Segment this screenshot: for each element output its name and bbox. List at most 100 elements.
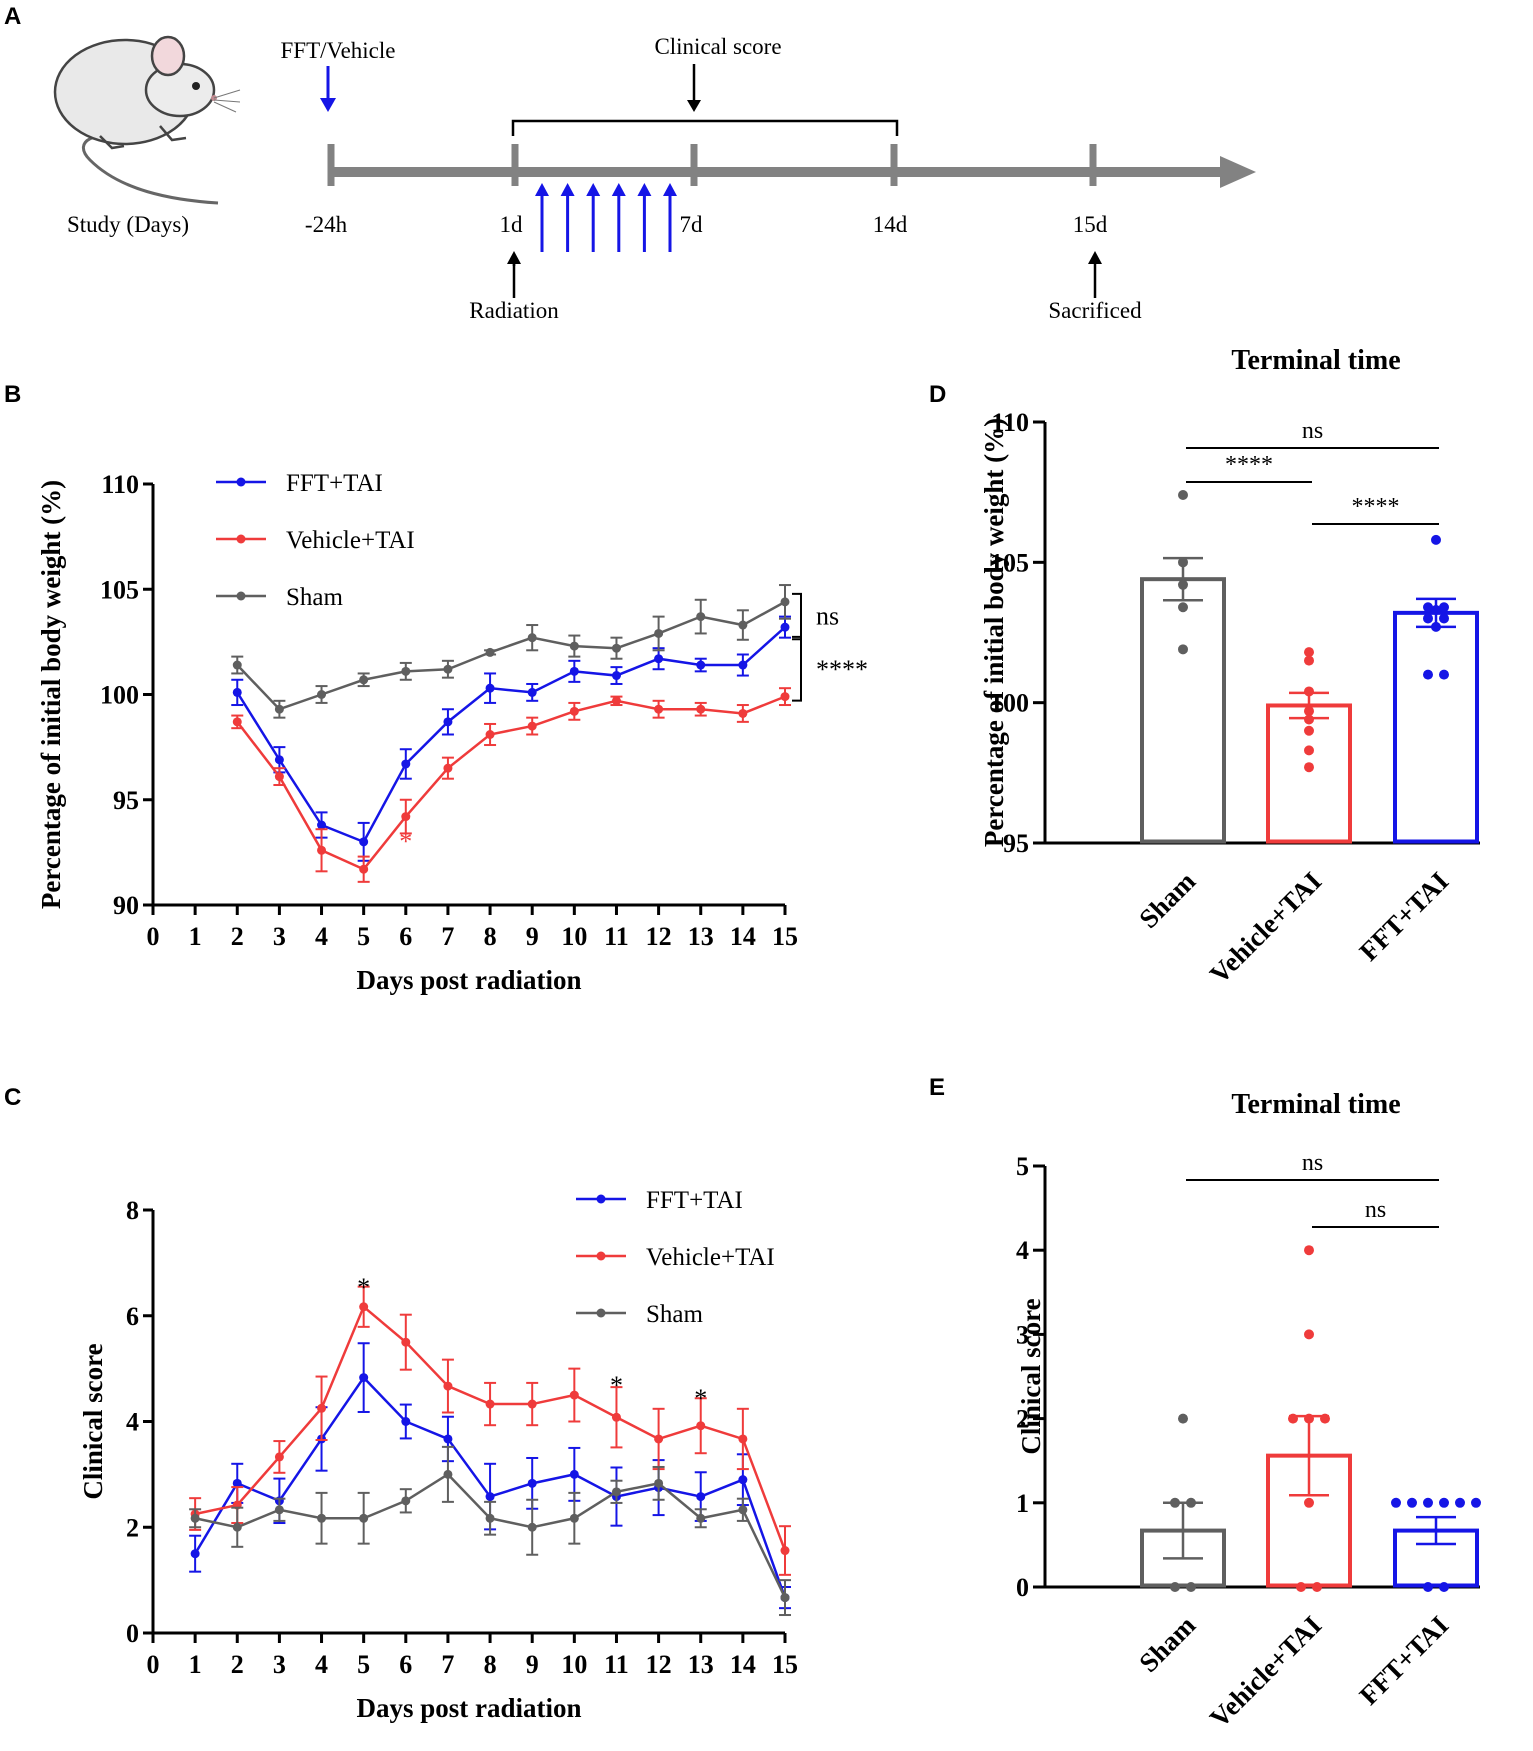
data-point <box>317 1513 327 1523</box>
data-point <box>611 1412 621 1422</box>
x-tick-label: 8 <box>484 1650 497 1679</box>
data-point <box>738 708 748 718</box>
x-tick-label: 5 <box>357 1650 370 1679</box>
y-axis-title: Percentage of initial body weight (%) <box>36 480 66 909</box>
series-line-vehicle-tai <box>236 695 786 871</box>
x-tick-label: 9 <box>526 1650 539 1679</box>
x-tick-label: 0 <box>147 922 160 951</box>
data-point <box>780 1593 790 1603</box>
x-tick-label: 13 <box>688 922 714 951</box>
x-tick-label: 11 <box>604 1650 629 1679</box>
data-point <box>1304 745 1314 756</box>
data-point <box>1304 714 1314 725</box>
data-point <box>1439 1582 1449 1592</box>
data-point <box>359 1302 369 1312</box>
data-point <box>1304 1329 1314 1340</box>
data-point <box>738 1475 748 1485</box>
data-point <box>738 620 748 630</box>
x-tick-label: 2 <box>231 1650 244 1679</box>
legend-label-sham: Sham <box>646 1301 704 1328</box>
annotation-red-star: * <box>399 827 412 856</box>
comparison-label: ns <box>1365 1197 1386 1223</box>
x-tick-label: 4 <box>315 922 328 951</box>
clinical-score-arrowhead-icon <box>687 100 701 112</box>
data-point <box>274 704 284 714</box>
data-point <box>611 671 621 681</box>
data-point <box>738 1505 748 1515</box>
data-point <box>569 666 579 676</box>
data-point <box>654 1478 664 1488</box>
data-point <box>485 683 495 693</box>
y-tick-label: 95 <box>113 786 139 815</box>
data-point <box>1439 1497 1449 1508</box>
data-point <box>527 687 537 697</box>
data-point <box>569 1390 579 1400</box>
x-tick-label: 12 <box>646 1650 672 1679</box>
x-tick-label: 10 <box>561 922 587 951</box>
annotation-star: * <box>357 1273 370 1302</box>
data-point <box>1455 1497 1465 1508</box>
data-point <box>274 1452 284 1462</box>
data-point <box>317 690 327 699</box>
series-sham <box>189 1445 791 1617</box>
legend-marker-sham <box>236 591 246 601</box>
bar-sham <box>1140 577 1226 844</box>
data-point <box>1423 602 1433 613</box>
legend-marker-sham <box>596 1308 606 1318</box>
data-point <box>1178 644 1188 655</box>
clinical-score-label: Clinical score <box>654 34 781 59</box>
data-point <box>317 845 327 855</box>
dose-arrowhead-icon <box>535 183 549 196</box>
annotation-star: * <box>694 1384 707 1413</box>
x-tick-label: 2 <box>231 922 244 951</box>
data-point <box>738 660 748 670</box>
data-point <box>654 654 664 664</box>
legend-marker-vehicle-tai <box>596 1251 606 1261</box>
legend-marker-vehicle-tai <box>236 534 246 544</box>
dose-arrowhead-icon <box>560 183 575 196</box>
series-fft-tai <box>231 615 791 862</box>
category-label-fft-tai: FFT+TAI <box>1354 866 1455 967</box>
panel-letter-a: A <box>4 3 21 30</box>
radiation-arrowhead-icon <box>507 251 521 264</box>
data-point <box>232 717 242 727</box>
clinical-score-bracket <box>511 119 899 136</box>
series-vehicle-tai <box>231 687 791 883</box>
data-point <box>1178 579 1188 590</box>
data-point <box>443 763 453 773</box>
legend-label-fft-tai: FFT+TAI <box>646 1187 743 1214</box>
data-point <box>780 692 790 702</box>
data-point <box>1312 1582 1322 1592</box>
x-tick-label: 11 <box>604 922 629 951</box>
tick-label-7d: 7d <box>680 212 704 237</box>
timeline-ticks <box>327 144 1097 186</box>
dose-arrowhead-icon <box>637 183 652 196</box>
x-tick-label: 5 <box>357 922 370 951</box>
x-tick-label: 7 <box>441 1650 454 1679</box>
data-point <box>359 837 369 847</box>
x-tick-label: 15 <box>772 922 798 951</box>
y-tick-label: 2 <box>1016 1405 1029 1434</box>
legend-label-sham: Sham <box>286 584 344 611</box>
data-point <box>654 628 664 638</box>
y-tick-label: 100 <box>990 689 1029 718</box>
data-point <box>443 1381 453 1391</box>
data-point <box>1471 1497 1481 1508</box>
y-tick-label: 110 <box>991 408 1029 437</box>
x-tick-label: 9 <box>526 922 539 951</box>
data-point <box>611 1487 621 1497</box>
data-point <box>401 1496 411 1506</box>
x-tick-label: 4 <box>315 1650 328 1679</box>
annotation-ns: ns <box>816 602 839 631</box>
category-label-vehicle-tai: Vehicle+TAI <box>1204 866 1327 989</box>
y-tick-label: 6 <box>126 1302 139 1331</box>
data-point <box>1320 1413 1330 1424</box>
data-point <box>1304 655 1314 666</box>
tick-label-minus24h: -24h <box>305 212 348 237</box>
timeline: -24h 1d 7d 14d 15d FFT/Vehicle Clinical … <box>281 34 1256 323</box>
data-point <box>1304 1413 1314 1424</box>
x-tick-label: 1 <box>189 922 202 951</box>
data-point <box>485 1513 495 1523</box>
data-point <box>274 1505 284 1515</box>
